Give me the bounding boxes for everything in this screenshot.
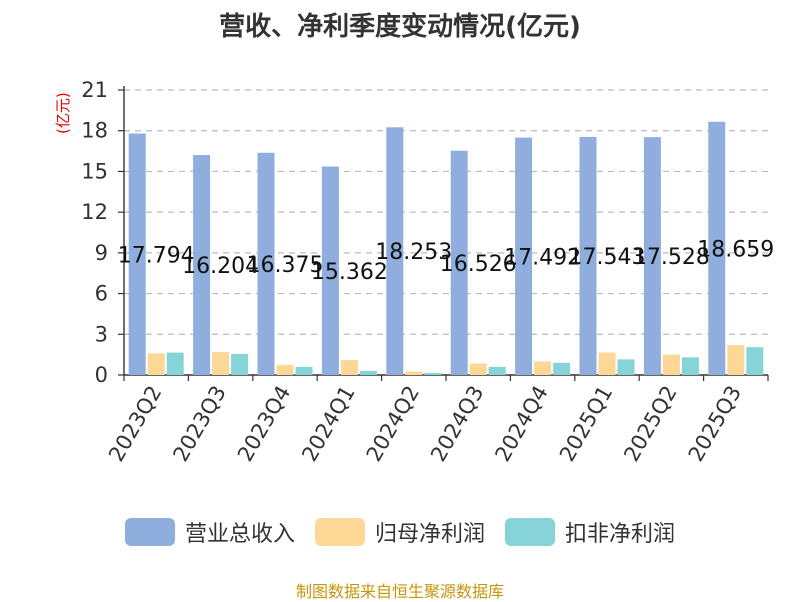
bar-net-profit [469,363,487,375]
x-tick-label: 2024Q2 [362,382,424,466]
y-tick-label: 18 [81,119,108,143]
legend-item-net-profit[interactable]: 归母净利润 [314,516,485,548]
legend-label-revenue: 营业总收入 [184,522,295,547]
bar-deducted-net-profit [231,353,249,375]
bar-net-profit [212,351,230,375]
data-label: 17.492 [504,245,581,270]
data-label: 17.543 [569,245,646,270]
bar-net-profit [598,352,616,375]
legend-swatch-net-profit [314,518,365,546]
bar-revenue [321,166,339,375]
y-tick-label: 15 [81,159,108,183]
bar-revenue [579,136,597,375]
y-tick-label: 0 [95,363,108,387]
x-tick-label: 2025Q3 [684,382,746,466]
data-label: 16.375 [247,253,324,278]
x-tick-label: 2023Q2 [104,382,166,466]
bar-revenue [128,133,146,375]
data-label: 17.528 [633,245,710,270]
bar-revenue [643,137,661,375]
bar-deducted-net-profit [359,370,377,375]
bar-net-profit [534,361,552,375]
legend-item-revenue[interactable]: 营业总收入 [124,516,295,548]
bar-deducted-net-profit [295,366,313,375]
bar-deducted-net-profit [488,366,506,375]
bar-deducted-net-profit [617,359,635,375]
legend: 营业总收入 归母净利润 扣非净利润 [0,516,800,548]
legend-label-deducted-net-profit: 扣非净利润 [565,522,676,547]
bar-net-profit [727,345,745,375]
bar-revenue [708,121,726,375]
x-tick-label: 2025Q1 [555,382,617,466]
y-tick-label: 3 [95,322,108,346]
data-label: 16.204 [182,254,259,279]
data-label: 17.794 [118,243,195,268]
data-label: 16.526 [440,252,517,277]
legend-swatch-deducted-net-profit [505,518,555,546]
x-tick-label: 2023Q4 [233,382,295,466]
y-tick-label: 6 [95,282,108,306]
bar-net-profit [662,354,680,375]
bar-revenue [450,150,468,375]
data-label: 15.362 [311,260,388,285]
bar-revenue [193,155,211,375]
x-tick-label: 2023Q3 [168,382,230,466]
x-tick-label: 2024Q1 [297,382,359,466]
bar-deducted-net-profit [553,362,571,375]
x-tick-label: 2024Q3 [426,382,488,466]
bar-revenue [386,127,404,375]
y-tick-label: 9 [95,241,108,265]
data-label: 18.253 [375,240,452,265]
bar-net-profit [405,371,423,375]
bar-revenue [515,137,533,375]
x-tick-label: 2025Q2 [619,382,681,466]
legend-item-deducted-net-profit[interactable]: 扣非净利润 [505,516,675,548]
source-note: 制图数据来自恒生聚源数据库 [295,582,504,601]
bar-revenue [257,152,275,375]
y-tick-label: 12 [81,200,108,224]
bar-net-profit [147,353,165,375]
bar-net-profit [276,364,294,375]
chart-title: 营收、净利季度变动情况(亿元) [219,12,581,42]
bar-deducted-net-profit [424,372,442,375]
data-label: 18.659 [697,237,774,262]
legend-label-net-profit: 归母净利润 [374,522,485,547]
y-tick-label: 21 [81,78,108,102]
bar-deducted-net-profit [746,347,764,375]
x-tick-label: 2024Q4 [490,382,552,466]
bar-deducted-net-profit [166,352,184,375]
bar-net-profit [340,360,358,375]
bar-deducted-net-profit [681,357,699,375]
legend-swatch-revenue [124,518,175,546]
